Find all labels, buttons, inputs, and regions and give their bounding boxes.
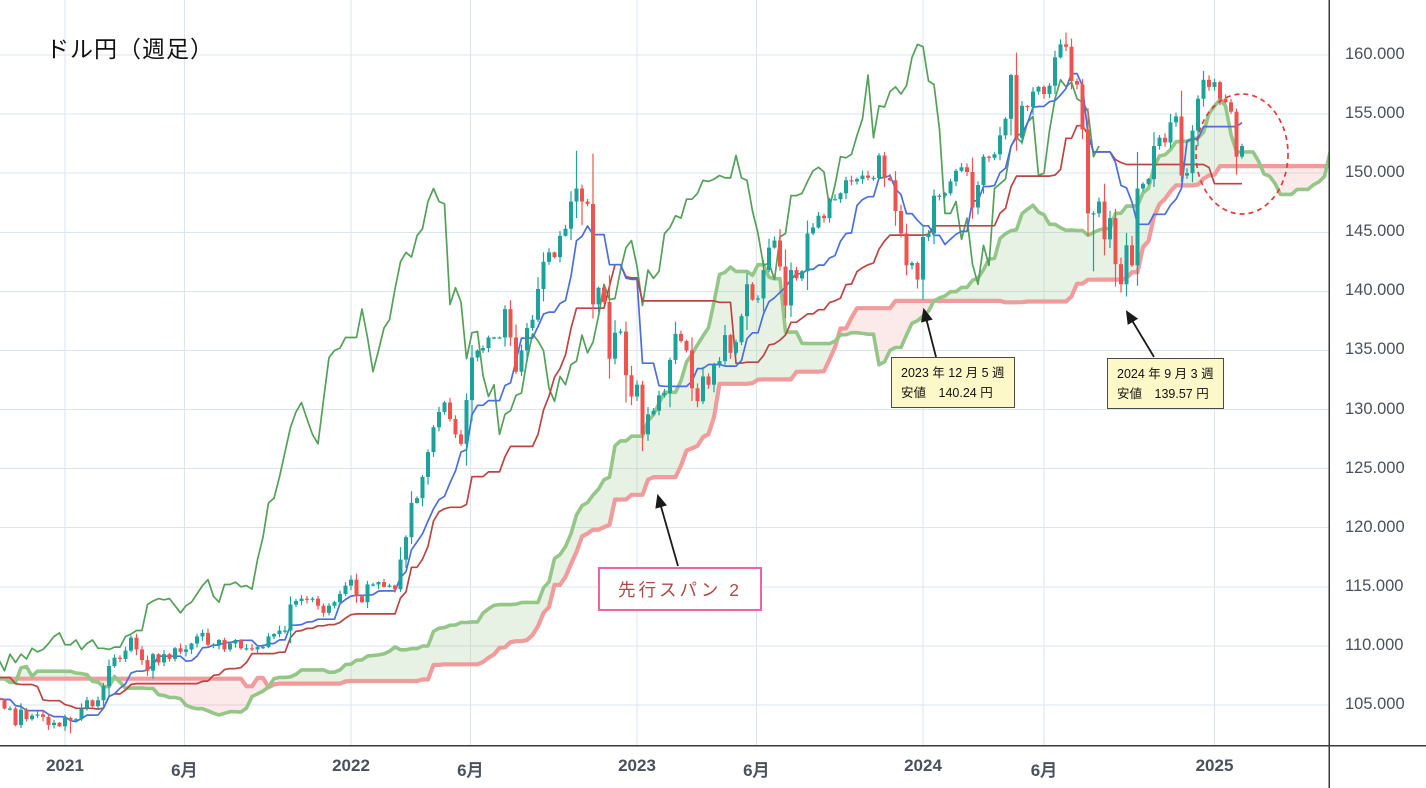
x-tick-label: 2021 <box>46 756 84 775</box>
tenkan-line <box>0 72 1243 723</box>
x-tick-label: 2023 <box>618 756 656 775</box>
senkou-span2-label: 先行スパン 2 <box>598 567 762 611</box>
x-tick-label: 6月 <box>171 761 198 780</box>
chart-title: ドル円（週足） <box>46 36 214 62</box>
x-tick-label: 2025 <box>1195 756 1234 775</box>
senkou-span-b-line <box>0 164 1329 690</box>
y-tick-label: 125.000 <box>1345 458 1405 477</box>
arrow-to-low-2023 <box>920 307 937 358</box>
annotation-shapes <box>655 93 1289 567</box>
x-tick-label: 6月 <box>457 761 484 780</box>
y-tick-label: 135.000 <box>1345 340 1405 359</box>
arrow-to-low-2024 <box>1125 310 1155 358</box>
ichimoku-lines <box>0 43 1243 723</box>
y-tick-label: 105.000 <box>1345 695 1405 713</box>
candles <box>0 32 1244 734</box>
y-tick-label: 140.000 <box>1345 281 1405 300</box>
y-tick-label: 115.000 <box>1345 576 1404 595</box>
x-axis-labels: 2021 6月 2022 6月 2023 6月 2024 6月 2025 <box>0 756 1426 786</box>
y-tick-label: 120.000 <box>1345 517 1405 536</box>
y-tick-label: 145.000 <box>1345 222 1405 241</box>
annotation-low-2023-12: 2023 年 12 月 5 週 安値 140.24 円 <box>891 357 1015 408</box>
x-tick-label: 6月 <box>743 761 770 780</box>
x-tick-label: 6月 <box>1030 761 1058 780</box>
annotation-line: 2024 年 9 月 3 週 <box>1117 367 1214 381</box>
kijun-line <box>0 124 1242 711</box>
highlight-ellipse <box>1195 93 1289 215</box>
annotation-line: 安値 140.24 円 <box>901 386 993 400</box>
y-axis-labels: 160.000 155.000 150.000 145.000 140.000 135.0… <box>1341 0 1426 788</box>
y-tick-label: 150.000 <box>1345 163 1405 182</box>
y-tick-label: 110.000 <box>1345 635 1404 654</box>
y-tick-label: 130.000 <box>1345 399 1405 418</box>
annotation-line: 安値 139.57 円 <box>1117 387 1209 401</box>
x-tick-label: 2022 <box>332 756 370 775</box>
annotation-low-2024-09: 2024 年 9 月 3 週 安値 139.57 円 <box>1107 358 1224 409</box>
grid <box>0 0 1329 746</box>
annotation-line: 2023 年 12 月 5 週 <box>901 366 1005 380</box>
x-tick-label: 2024 <box>904 756 942 775</box>
lagging-span-line <box>0 43 1100 672</box>
arrow-to-span2 <box>655 493 679 567</box>
y-tick-label: 160.000 <box>1345 45 1405 63</box>
y-tick-label: 155.000 <box>1345 104 1405 123</box>
